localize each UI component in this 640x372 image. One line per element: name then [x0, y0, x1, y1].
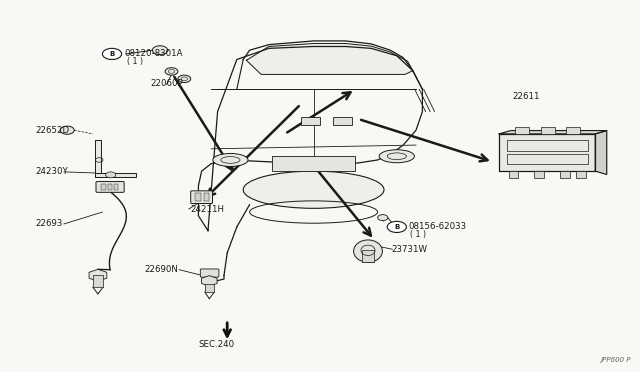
Ellipse shape	[212, 153, 248, 166]
Circle shape	[165, 68, 178, 75]
Text: B: B	[394, 224, 399, 230]
Circle shape	[102, 48, 122, 60]
Circle shape	[387, 221, 406, 232]
Circle shape	[106, 172, 116, 178]
Text: 22690N: 22690N	[144, 265, 178, 274]
Ellipse shape	[379, 150, 415, 163]
Bar	[93, 275, 103, 287]
Bar	[499, 134, 595, 171]
Text: ( 1 ): ( 1 )	[127, 57, 143, 66]
Bar	[566, 127, 580, 134]
Polygon shape	[246, 44, 413, 74]
Text: B: B	[109, 51, 115, 57]
Text: 23731W: 23731W	[392, 245, 428, 254]
Ellipse shape	[354, 240, 383, 262]
Ellipse shape	[243, 171, 384, 208]
Text: SEC.240: SEC.240	[198, 340, 234, 349]
Circle shape	[152, 46, 168, 55]
Text: 22611: 22611	[512, 92, 540, 101]
Bar	[333, 117, 352, 125]
Bar	[114, 184, 118, 190]
Bar	[101, 184, 106, 190]
Bar	[95, 140, 101, 177]
Circle shape	[378, 215, 388, 221]
Text: 24230Y: 24230Y	[35, 167, 68, 176]
Bar	[301, 117, 320, 125]
FancyBboxPatch shape	[96, 182, 124, 192]
Bar	[272, 156, 355, 171]
Bar	[507, 140, 588, 151]
Bar	[195, 193, 201, 201]
Bar	[560, 171, 570, 178]
Polygon shape	[595, 131, 607, 174]
Bar	[108, 184, 112, 190]
Bar	[515, 127, 529, 134]
Text: 22060P: 22060P	[150, 79, 183, 88]
Bar	[95, 173, 136, 177]
Text: 08120-8301A: 08120-8301A	[125, 49, 183, 58]
Text: ( 1 ): ( 1 )	[410, 230, 426, 239]
FancyBboxPatch shape	[191, 191, 212, 203]
Text: 22652D: 22652D	[35, 126, 69, 135]
Bar	[541, 127, 555, 134]
Bar	[576, 171, 586, 178]
Circle shape	[178, 75, 191, 83]
Text: 24211H: 24211H	[191, 205, 225, 214]
FancyBboxPatch shape	[200, 269, 219, 277]
Text: JPP600 P: JPP600 P	[600, 357, 630, 363]
Bar	[362, 250, 374, 262]
Text: 08156-62033: 08156-62033	[408, 222, 467, 231]
Polygon shape	[499, 131, 607, 134]
Bar	[507, 154, 588, 164]
Text: 22693: 22693	[35, 219, 63, 228]
Circle shape	[60, 126, 74, 134]
Bar	[534, 171, 544, 178]
Bar	[204, 193, 209, 201]
Bar	[205, 284, 214, 292]
Bar	[509, 171, 518, 178]
